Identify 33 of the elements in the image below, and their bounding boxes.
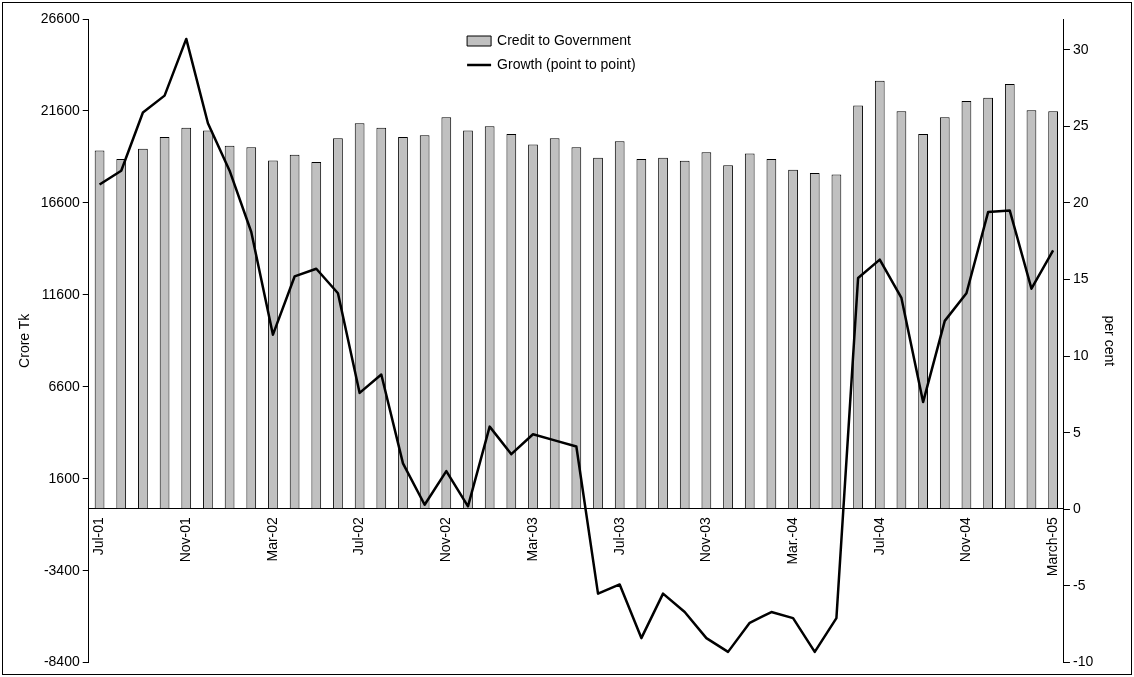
x-tick-label: Nov-01: [177, 516, 194, 563]
y2-tick-label: 0: [1072, 500, 1081, 517]
legend-label: Credit to Government: [497, 31, 632, 48]
y-tick-label: 21600: [40, 101, 80, 118]
legend-label: Growth (point to point): [497, 55, 636, 72]
x-tick-label: Nov-02: [437, 516, 454, 563]
y2-tick-label: 15: [1072, 270, 1089, 287]
y-tick-label: 11600: [41, 285, 80, 302]
x-tick-label: Nov-04: [957, 516, 974, 563]
y2-tick-label: 5: [1072, 423, 1081, 440]
y-tick-label: -8400: [43, 653, 80, 670]
y2-tick-label: -5: [1072, 576, 1086, 593]
y2-tick-label: 25: [1072, 117, 1089, 134]
y-axis-title: Crore Tk: [16, 312, 33, 368]
x-tick-label: Jul-04: [870, 516, 887, 556]
x-tick-label: Mar.-04: [783, 516, 800, 565]
y-tick-label: 1600: [48, 469, 80, 486]
y2-tick-label: 30: [1072, 40, 1089, 57]
y2-axis-title: per cent: [1101, 315, 1118, 367]
y-tick-label: 26600: [40, 9, 80, 26]
x-tick-label: Jul-02: [350, 516, 367, 556]
y-tick-label: 6600: [48, 377, 80, 394]
x-tick-label: March-05: [1043, 516, 1060, 577]
x-tick-label: Jul-03: [610, 516, 627, 556]
y2-tick-label: -10: [1072, 653, 1094, 670]
y-tick-label: 16600: [40, 193, 80, 210]
x-tick-label: Nov-03: [697, 516, 714, 563]
x-tick-label: Mar-03: [523, 516, 540, 562]
y2-tick-label: 20: [1072, 193, 1089, 210]
x-tick-label: Jul-01: [90, 516, 107, 556]
y-tick-label: -3400: [43, 561, 80, 578]
x-tick-label: Mar-02: [263, 516, 280, 562]
y2-tick-label: 10: [1072, 346, 1089, 363]
